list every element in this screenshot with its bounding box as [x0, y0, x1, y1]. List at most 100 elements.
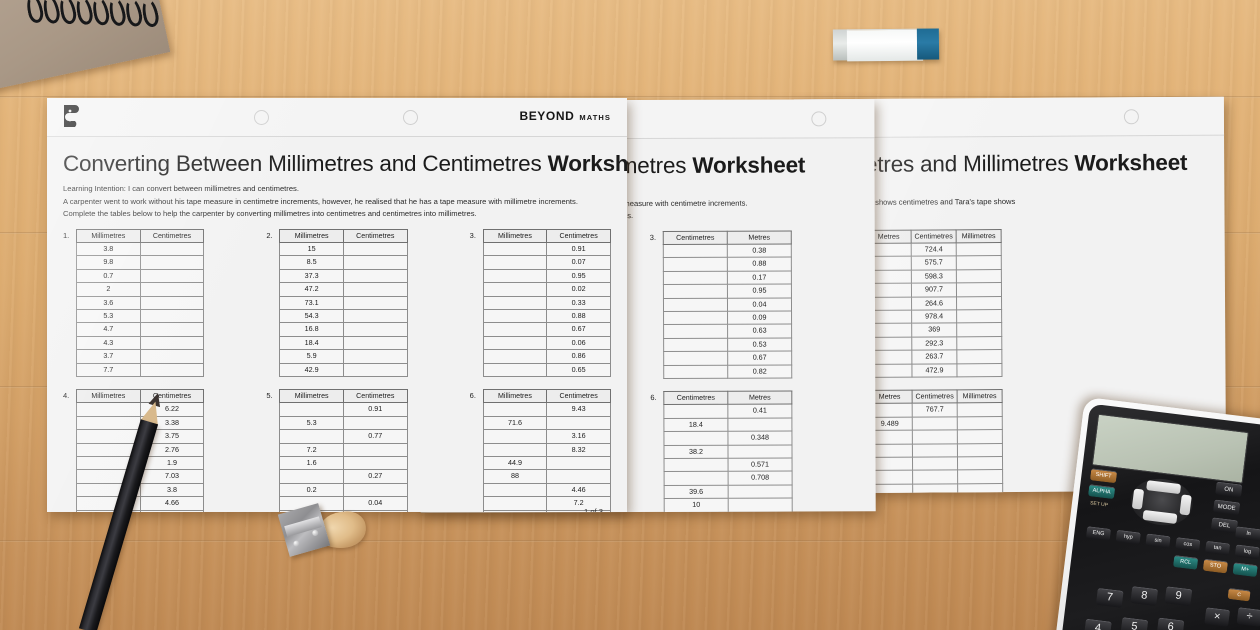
- answer-cell[interactable]: [912, 456, 958, 471]
- answer-cell[interactable]: [139, 322, 205, 337]
- answer-cell[interactable]: [663, 351, 728, 366]
- value-cell[interactable]: 0.67: [727, 351, 792, 365]
- answer-cell[interactable]: [663, 257, 728, 272]
- answer-cell[interactable]: [663, 337, 728, 352]
- scientific-calculator[interactable]: SHIFT ALPHA SET UP ON MODE DEL ENG hyp s…: [1054, 396, 1260, 630]
- value-cell[interactable]: 10: [664, 498, 729, 513]
- value-cell[interactable]: 0.2: [279, 482, 344, 498]
- value-cell[interactable]: 767.7: [912, 403, 958, 417]
- answer-cell[interactable]: [664, 458, 729, 472]
- value-cell[interactable]: 7.03: [139, 469, 205, 484]
- value-cell[interactable]: 1.6: [279, 455, 344, 471]
- value-cell[interactable]: 7.2: [546, 496, 611, 511]
- value-cell[interactable]: 0.571: [728, 457, 793, 472]
- log-key[interactable]: tan: [1204, 540, 1231, 556]
- answer-cell[interactable]: [482, 295, 548, 310]
- table-3[interactable]: Centimetres Metres 0.38 0.88 0.17 0.95 0.04 0.0…: [662, 229, 793, 379]
- answer-cell[interactable]: [546, 415, 611, 431]
- answer-cell[interactable]: [663, 431, 728, 446]
- value-cell[interactable]: 907.7: [911, 282, 957, 297]
- del-key[interactable]: DEL: [1210, 517, 1239, 534]
- value-cell[interactable]: 6.22: [139, 402, 205, 417]
- eraser[interactable]: [832, 28, 940, 62]
- value-cell[interactable]: 0.65: [546, 362, 611, 377]
- value-cell[interactable]: 0.06: [546, 335, 611, 351]
- answer-cell[interactable]: [957, 402, 1003, 417]
- sto-key[interactable]: STO: [1202, 558, 1229, 574]
- answer-cell[interactable]: [664, 471, 729, 486]
- rcl-key[interactable]: RCL: [1172, 554, 1199, 570]
- multiply-key[interactable]: ×: [1204, 607, 1231, 628]
- value-cell[interactable]: 9.8: [76, 255, 141, 270]
- answer-cell[interactable]: [76, 415, 141, 431]
- answer-cell[interactable]: [279, 469, 344, 484]
- value-cell[interactable]: 42.9: [279, 362, 344, 377]
- value-cell[interactable]: 0.95: [546, 268, 611, 284]
- value-cell[interactable]: 71.6: [482, 415, 548, 431]
- digit-8-key[interactable]: 8: [1130, 586, 1159, 607]
- answer-cell[interactable]: [279, 402, 344, 417]
- answer-cell[interactable]: [546, 509, 611, 512]
- value-cell[interactable]: 3.8: [139, 482, 205, 498]
- answer-cell[interactable]: [956, 255, 1002, 270]
- answer-cell[interactable]: [663, 324, 728, 339]
- answer-cell[interactable]: [663, 297, 728, 312]
- value-cell[interactable]: 724.4: [911, 242, 957, 257]
- value-cell[interactable]: 0.86: [546, 349, 611, 364]
- value-cell[interactable]: 0.91: [342, 402, 408, 417]
- alpha-key[interactable]: ALPHA: [1087, 484, 1116, 500]
- answer-cell[interactable]: [342, 362, 408, 377]
- answer-cell[interactable]: [663, 270, 728, 285]
- digit-9-key[interactable]: 9: [1164, 586, 1193, 607]
- answer-cell[interactable]: [956, 363, 1002, 377]
- dpad-left-key[interactable]: [1131, 488, 1145, 510]
- value-cell[interactable]: 0.38: [727, 243, 792, 258]
- answer-cell[interactable]: [546, 455, 611, 471]
- value-cell[interactable]: 264.6: [911, 296, 957, 311]
- answer-cell[interactable]: [482, 241, 548, 257]
- value-cell[interactable]: 2.76: [139, 442, 205, 458]
- value-cell[interactable]: 3.75: [139, 429, 205, 444]
- table-3[interactable]: Millimetres Centimetres 0.91 0.07 0.95 0.02 0.…: [482, 228, 611, 377]
- answer-cell[interactable]: [342, 335, 408, 351]
- value-cell[interactable]: 0.07: [546, 255, 611, 270]
- value-cell[interactable]: 0.7: [76, 268, 141, 284]
- answer-cell[interactable]: [956, 269, 1002, 283]
- value-cell[interactable]: 0.018: [728, 511, 793, 513]
- value-cell[interactable]: 0.88: [546, 308, 611, 324]
- value-cell[interactable]: 472.9: [911, 363, 957, 378]
- answer-cell[interactable]: [342, 415, 408, 431]
- answer-cell[interactable]: [139, 308, 205, 324]
- answer-cell[interactable]: [482, 349, 548, 364]
- value-cell[interactable]: 15: [279, 241, 344, 257]
- answer-cell[interactable]: [956, 242, 1002, 257]
- value-cell[interactable]: 0.17: [727, 270, 792, 285]
- answer-cell[interactable]: [76, 402, 141, 417]
- answer-cell[interactable]: [342, 455, 408, 471]
- answer-cell[interactable]: [139, 349, 205, 364]
- value-cell[interactable]: 2: [76, 282, 141, 297]
- digit-7-key[interactable]: 7: [1095, 587, 1124, 608]
- value-cell[interactable]: 0.67: [546, 322, 611, 337]
- digit-5-key[interactable]: 5: [1120, 617, 1149, 630]
- answer-cell[interactable]: [482, 362, 548, 377]
- value-cell[interactable]: 0.63: [727, 324, 792, 338]
- answer-cell[interactable]: [482, 268, 548, 284]
- value-cell[interactable]: 18.4: [663, 418, 728, 432]
- value-cell[interactable]: 0.33: [546, 295, 611, 310]
- answer-cell[interactable]: [482, 322, 548, 337]
- value-cell[interactable]: 0.88: [727, 257, 792, 271]
- value-cell[interactable]: 978.4: [911, 309, 957, 324]
- value-cell[interactable]: 0.91: [546, 241, 611, 257]
- answer-cell[interactable]: [663, 311, 728, 325]
- answer-cell[interactable]: [663, 244, 728, 258]
- value-cell[interactable]: 0.27: [342, 469, 408, 484]
- answer-cell[interactable]: [728, 498, 793, 512]
- value-cell[interactable]: 598.3: [911, 269, 957, 284]
- hyp-key[interactable]: ENG: [1085, 526, 1112, 541]
- value-cell[interactable]: 73.1: [279, 295, 344, 310]
- answer-cell[interactable]: [342, 349, 408, 364]
- answer-cell[interactable]: [76, 429, 141, 444]
- value-cell[interactable]: 369: [911, 323, 957, 337]
- value-cell[interactable]: 0.82: [727, 364, 792, 379]
